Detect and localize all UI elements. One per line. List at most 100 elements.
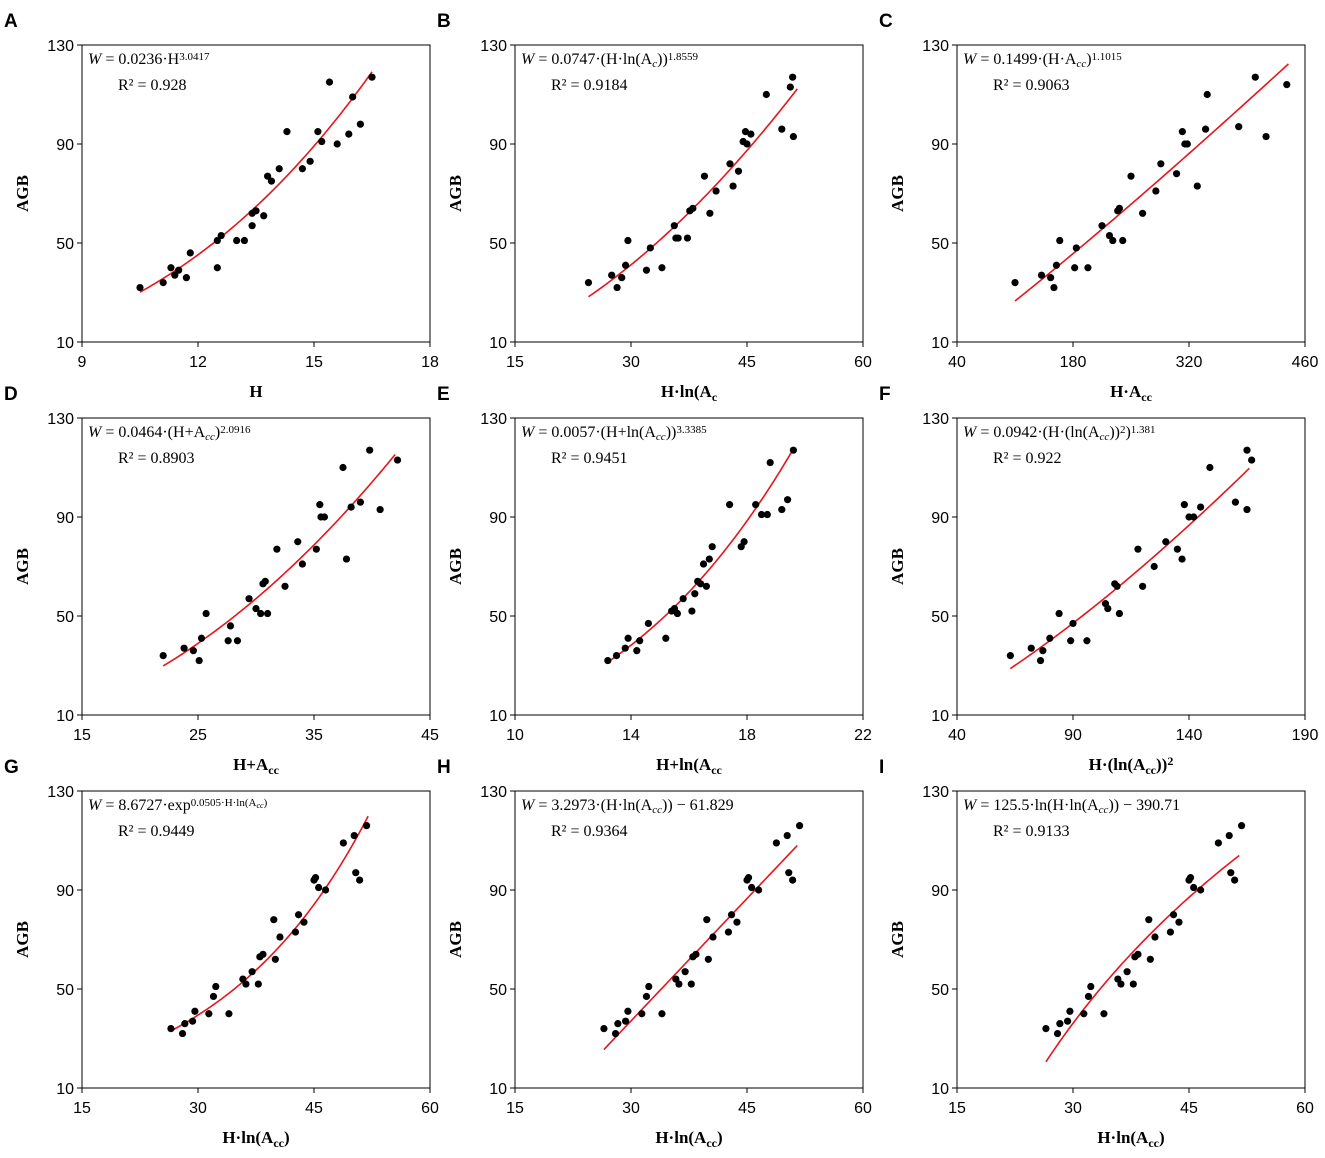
data-point <box>1117 980 1125 988</box>
x-axis-label: H+Acc <box>233 755 280 777</box>
data-point <box>264 172 272 180</box>
data-point <box>724 928 733 936</box>
panel-letter: D <box>4 384 18 405</box>
data-point <box>642 266 651 274</box>
data-point <box>1190 513 1198 521</box>
equation-var: W <box>88 424 103 441</box>
data-point <box>772 839 780 847</box>
data-point <box>347 503 355 511</box>
data-point <box>366 446 374 454</box>
data-point <box>275 165 283 173</box>
y-tick-label: 50 <box>56 982 74 999</box>
data-point <box>349 93 357 101</box>
equation-superscript: 1.8559 <box>668 51 699 63</box>
data-point <box>700 172 709 180</box>
data-point <box>352 869 360 877</box>
data-point <box>248 968 256 976</box>
data-point <box>727 911 736 919</box>
data-point <box>705 555 713 563</box>
data-point <box>1214 839 1222 847</box>
data-point <box>636 637 644 645</box>
data-point <box>1056 1020 1064 1028</box>
data-point <box>1175 918 1183 926</box>
data-point <box>217 231 225 240</box>
y-tick-label: 90 <box>56 137 74 154</box>
data-point <box>1069 619 1077 628</box>
x-axis-label: H·Acc <box>1110 382 1152 404</box>
x-axis-label: H <box>249 382 262 401</box>
equation-tail: ) <box>1086 51 1091 68</box>
data-point <box>611 1029 620 1038</box>
data-point <box>624 236 632 245</box>
data-point <box>1134 545 1142 553</box>
x-axis-label-subscript: c <box>712 390 718 404</box>
data-point <box>240 236 248 245</box>
equation-superscript: 2.0916 <box>220 424 251 436</box>
data-point <box>766 458 774 467</box>
y-tick-label: 50 <box>489 609 507 626</box>
panel-letter: E <box>437 384 450 405</box>
data-point <box>1157 160 1165 168</box>
plot-area <box>514 790 864 1089</box>
data-point <box>225 1010 233 1018</box>
y-tick-label: 90 <box>931 137 949 154</box>
data-point <box>673 609 682 618</box>
y-tick-label: 130 <box>922 38 949 55</box>
data-point <box>273 545 281 553</box>
data-point <box>699 560 708 568</box>
y-tick-label: 50 <box>489 236 507 253</box>
equation-text: = 0.0747·(H·ln(A <box>534 51 652 68</box>
data-point <box>1036 656 1045 665</box>
equation-subscript: cc <box>652 804 662 816</box>
data-point <box>281 582 289 590</box>
data-point <box>181 1020 189 1028</box>
data-point <box>1197 886 1205 894</box>
data-point <box>248 222 256 230</box>
data-point <box>260 212 268 220</box>
data-point <box>1150 562 1158 571</box>
data-point <box>789 132 798 141</box>
data-point <box>205 1010 213 1018</box>
y-tick-label: 90 <box>931 510 949 527</box>
x-tick-label: 15 <box>506 354 524 371</box>
data-point <box>683 234 692 242</box>
data-point <box>320 513 329 521</box>
x-axis-label: H+ln(Acc <box>656 755 722 777</box>
equation-text: = 0.0236·H <box>101 51 179 68</box>
data-point <box>1087 982 1095 991</box>
data-point <box>614 1020 622 1028</box>
data-point <box>741 128 750 136</box>
x-axis-label-main: H <box>249 382 262 401</box>
y-tick-label: 10 <box>56 335 74 352</box>
data-point <box>1231 498 1239 506</box>
data-point <box>1083 637 1091 645</box>
y-tick-label: 130 <box>480 784 507 801</box>
data-point <box>1042 1025 1050 1033</box>
y-tick-label: 50 <box>931 609 949 626</box>
equation-var: W <box>521 424 536 441</box>
data-point <box>1084 264 1092 272</box>
data-point <box>233 637 242 645</box>
x-tick-label: 15 <box>506 1100 524 1117</box>
equation-superscript-tail: ) <box>264 797 268 809</box>
x-axis-label-tail: )) <box>1156 755 1167 774</box>
y-axis-label: AGB <box>446 921 465 958</box>
data-point <box>322 886 330 894</box>
data-point <box>778 505 786 514</box>
plot-area <box>81 44 431 343</box>
x-tick-label: 140 <box>1176 727 1203 744</box>
data-point <box>658 264 666 272</box>
data-point <box>245 595 253 603</box>
data-point <box>333 140 341 148</box>
data-point <box>786 83 794 91</box>
y-tick-label: 50 <box>56 609 74 626</box>
y-tick-label: 50 <box>489 982 507 999</box>
y-tick-label: 90 <box>489 510 507 527</box>
x-tick-label: 22 <box>854 727 872 744</box>
data-point <box>314 128 322 136</box>
data-point <box>1178 555 1186 563</box>
data-point <box>712 187 720 195</box>
data-point <box>624 634 632 642</box>
